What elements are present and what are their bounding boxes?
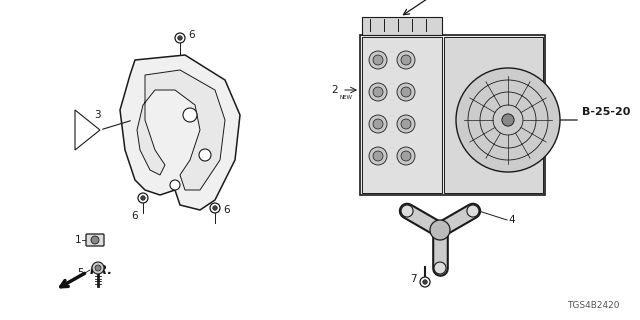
Circle shape [373,55,383,65]
FancyBboxPatch shape [360,35,545,195]
Polygon shape [120,55,240,210]
Circle shape [397,51,415,69]
Circle shape [401,87,411,97]
Circle shape [141,196,145,200]
Circle shape [199,149,211,161]
Circle shape [373,151,383,161]
Text: 1: 1 [74,235,81,245]
Text: TGS4B2420: TGS4B2420 [568,301,620,310]
Circle shape [210,203,220,213]
Circle shape [434,262,446,274]
Circle shape [175,33,185,43]
FancyBboxPatch shape [362,37,442,193]
FancyBboxPatch shape [362,17,442,35]
Text: 7: 7 [410,274,417,284]
Circle shape [91,236,99,244]
Circle shape [369,51,387,69]
Circle shape [420,277,430,287]
Circle shape [401,55,411,65]
Circle shape [212,206,217,210]
Circle shape [401,151,411,161]
Text: 4: 4 [508,215,515,225]
Text: FR.: FR. [90,263,113,276]
Circle shape [369,147,387,165]
Circle shape [456,68,560,172]
Circle shape [502,114,514,126]
Circle shape [138,193,148,203]
Circle shape [183,108,197,122]
Circle shape [369,115,387,133]
Circle shape [92,262,104,274]
Text: 3: 3 [93,110,100,120]
Text: B-25-20: B-25-20 [582,107,630,117]
Circle shape [397,147,415,165]
Polygon shape [137,70,225,190]
FancyBboxPatch shape [86,234,104,246]
Text: NEW: NEW [340,95,353,100]
Text: 6: 6 [188,30,195,40]
Circle shape [467,205,479,217]
Circle shape [95,265,101,271]
FancyBboxPatch shape [444,37,543,193]
Circle shape [430,220,450,240]
Circle shape [397,115,415,133]
Circle shape [401,119,411,129]
Circle shape [170,180,180,190]
Text: 6: 6 [223,205,230,215]
Text: 6: 6 [132,211,138,221]
Circle shape [373,119,383,129]
Circle shape [369,83,387,101]
Circle shape [397,83,415,101]
Text: 2: 2 [332,85,338,95]
Text: 5: 5 [77,268,84,278]
Circle shape [178,36,182,40]
Circle shape [401,205,413,217]
Circle shape [423,280,428,284]
Circle shape [373,87,383,97]
